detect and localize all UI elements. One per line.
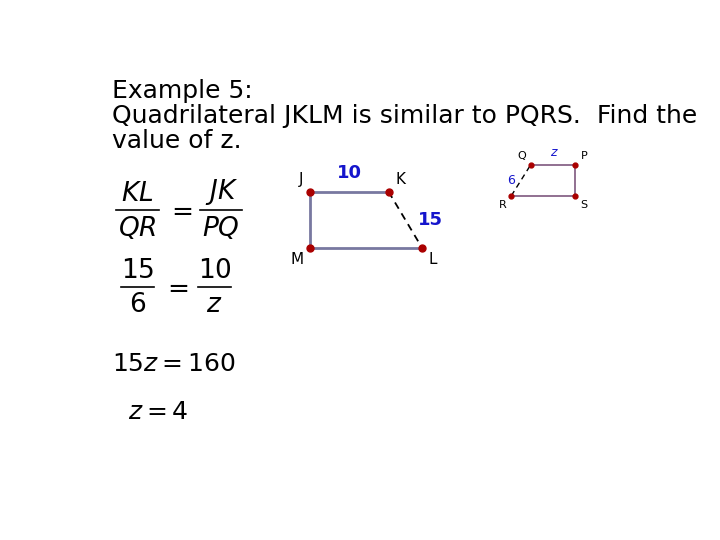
Text: $10$: $10$ <box>197 258 231 284</box>
Text: M: M <box>291 252 304 267</box>
Text: $15$: $15$ <box>121 258 154 284</box>
Text: 10: 10 <box>337 165 362 183</box>
Text: z: z <box>550 146 557 159</box>
Text: Q: Q <box>517 151 526 161</box>
Text: $\mathit{z}$: $\mathit{z}$ <box>206 292 222 318</box>
Text: $\mathit{PQ}$: $\mathit{PQ}$ <box>202 215 240 242</box>
Text: S: S <box>580 199 588 210</box>
Text: $6$: $6$ <box>129 292 146 318</box>
Text: $=$: $=$ <box>166 198 192 224</box>
Text: $\mathit{KL}$: $\mathit{KL}$ <box>121 181 153 207</box>
Text: R: R <box>498 199 506 210</box>
Text: L: L <box>428 252 437 267</box>
Text: $=$: $=$ <box>162 275 189 301</box>
Text: $\mathit{JK}$: $\mathit{JK}$ <box>204 177 238 207</box>
Text: 6: 6 <box>507 174 515 187</box>
Text: Example 5:: Example 5: <box>112 79 253 103</box>
Text: value of z.: value of z. <box>112 129 242 153</box>
Text: Quadrilateral JKLM is similar to PQRS.  Find the: Quadrilateral JKLM is similar to PQRS. F… <box>112 104 698 129</box>
Text: 15: 15 <box>418 211 443 228</box>
Text: $z=4$: $z=4$ <box>128 400 189 424</box>
Text: K: K <box>395 172 405 187</box>
Text: $15z=160$: $15z=160$ <box>112 352 236 376</box>
Text: $\mathit{QR}$: $\mathit{QR}$ <box>118 215 157 242</box>
Text: P: P <box>580 151 588 161</box>
Text: J: J <box>300 172 304 187</box>
